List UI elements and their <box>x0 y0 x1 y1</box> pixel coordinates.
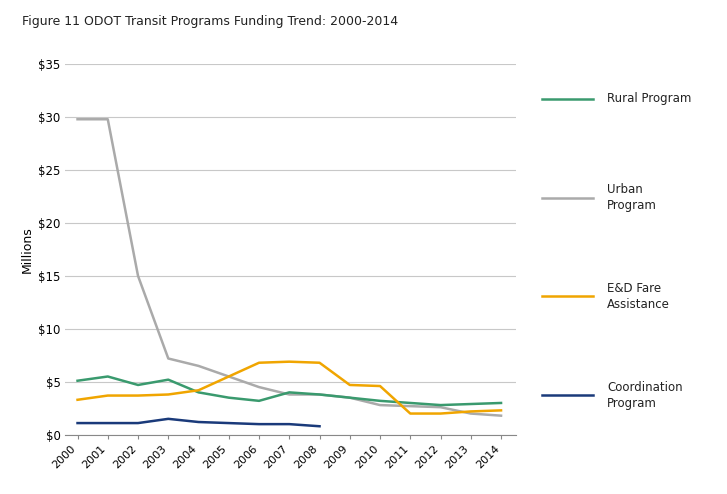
Text: Rural Program: Rural Program <box>607 92 691 105</box>
Y-axis label: Millions: Millions <box>21 226 34 273</box>
Text: Coordination
Program: Coordination Program <box>607 381 683 410</box>
Text: Urban
Program: Urban Program <box>607 183 657 212</box>
Text: E&D Fare
Assistance: E&D Fare Assistance <box>607 282 670 311</box>
Text: Figure 11 ODOT Transit Programs Funding Trend: 2000-2014: Figure 11 ODOT Transit Programs Funding … <box>22 15 398 28</box>
